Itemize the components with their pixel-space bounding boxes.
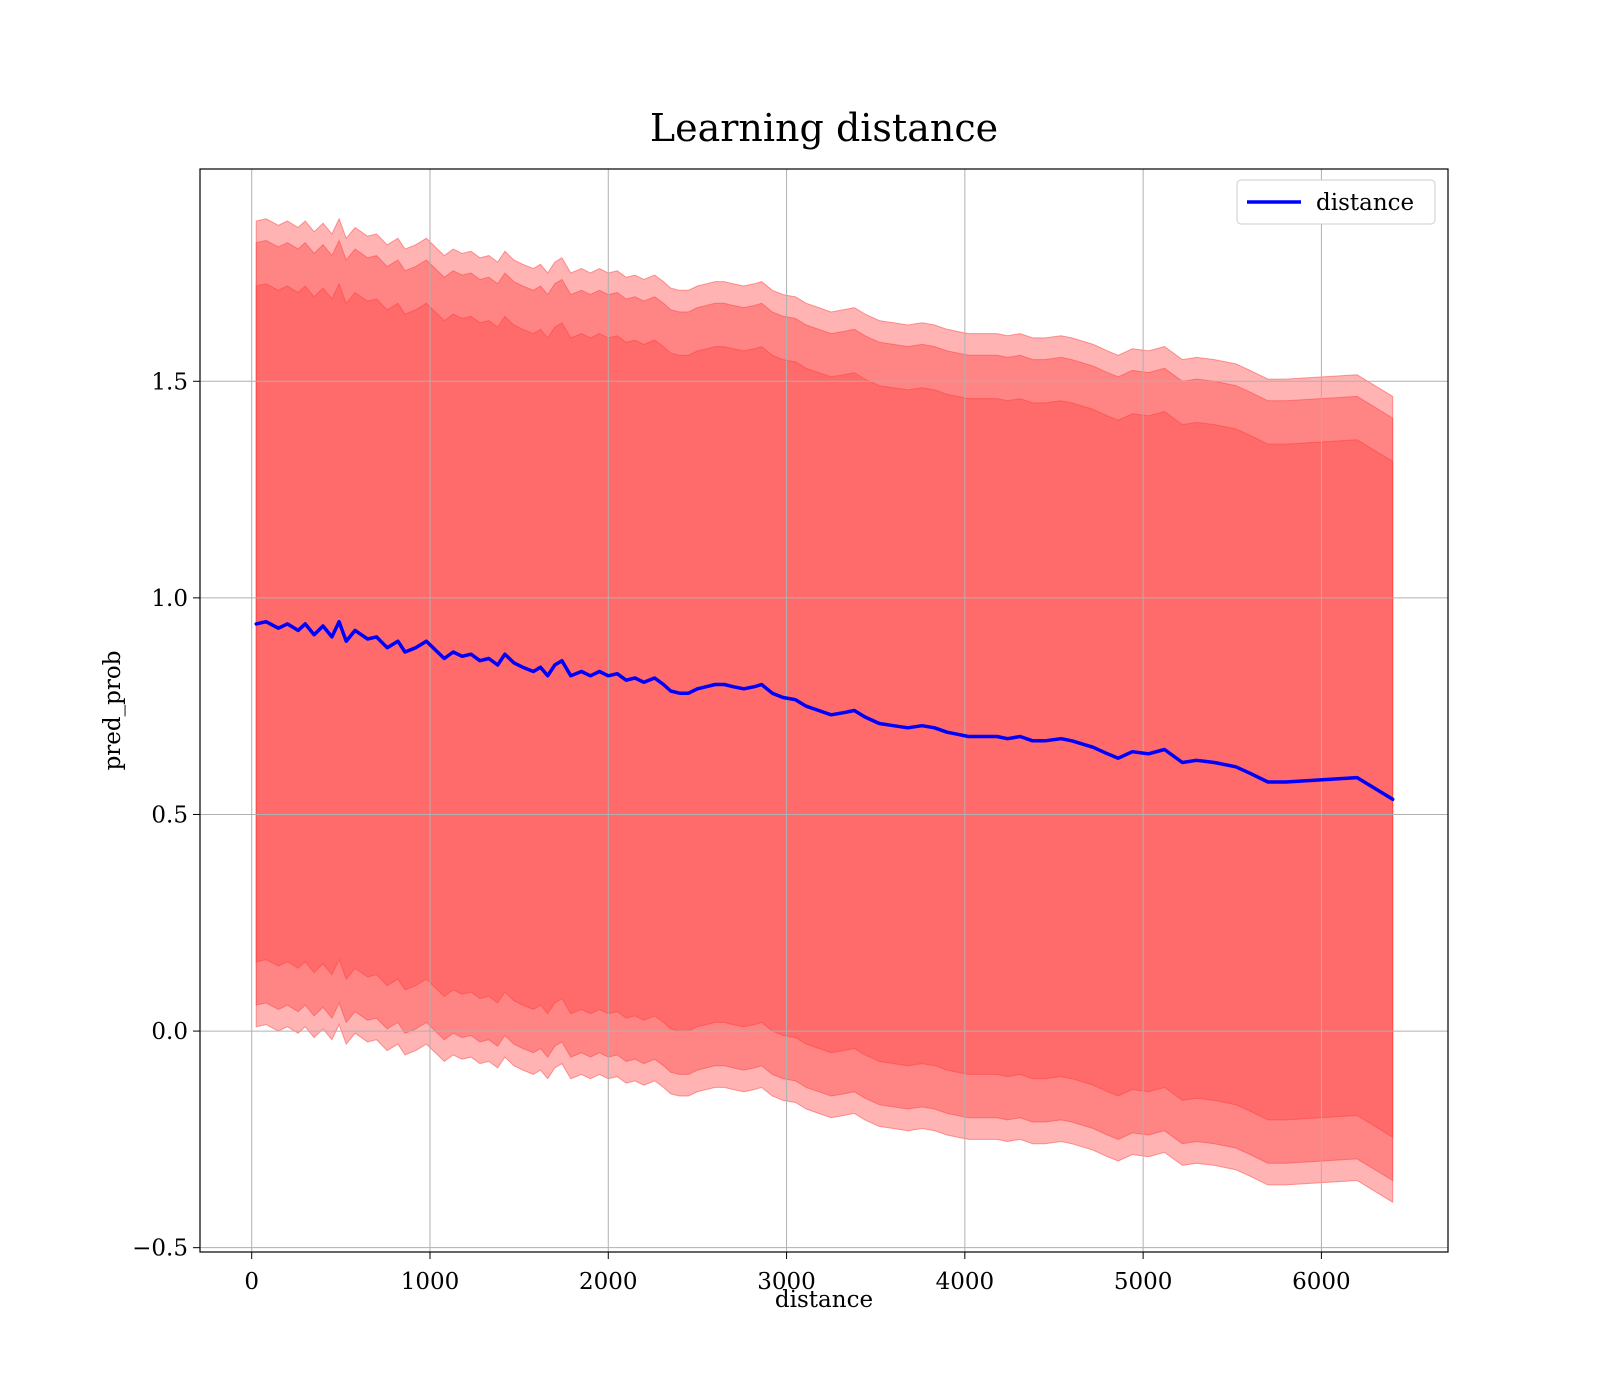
y-tick-label: 0.0 <box>151 1019 188 1045</box>
legend-box <box>1236 179 1436 225</box>
grid-lines <box>200 169 1448 1252</box>
y-tick-label: 1.5 <box>151 369 188 395</box>
series-line-distance <box>254 619 1395 802</box>
x-tick-label: 0 <box>244 1269 259 1295</box>
legend: distance <box>1236 179 1436 225</box>
x-axis-label: distance <box>775 1287 873 1313</box>
x-tick-label: 5000 <box>1114 1269 1173 1295</box>
y-axis-ticks: −0.5 0.0 0.5 1.0 1.5 <box>132 369 200 1262</box>
confidence-bands <box>255 217 1394 1204</box>
legend-label-distance: distance <box>1316 190 1414 216</box>
confidence-band-3 <box>255 282 1394 1139</box>
confidence-band-2 <box>255 239 1394 1182</box>
chart-title: Learning distance <box>650 106 998 150</box>
y-tick-label: 1.0 <box>151 586 188 612</box>
y-tick-label: 0.5 <box>151 802 188 828</box>
plot-frame <box>199 168 1449 1253</box>
x-tick-label: 2000 <box>579 1269 638 1295</box>
x-tick-label: 4000 <box>936 1269 995 1295</box>
y-tick-label: −0.5 <box>132 1236 188 1262</box>
x-tick-label: 1000 <box>401 1269 460 1295</box>
x-tick-label: 6000 <box>1292 1269 1351 1295</box>
confidence-band-1 <box>255 217 1394 1204</box>
x-axis-ticks: 0 1000 2000 3000 4000 5000 6000 <box>244 1252 1351 1295</box>
x-tick-label: 3000 <box>757 1269 816 1295</box>
y-axis-label: pred_prob <box>100 651 126 771</box>
